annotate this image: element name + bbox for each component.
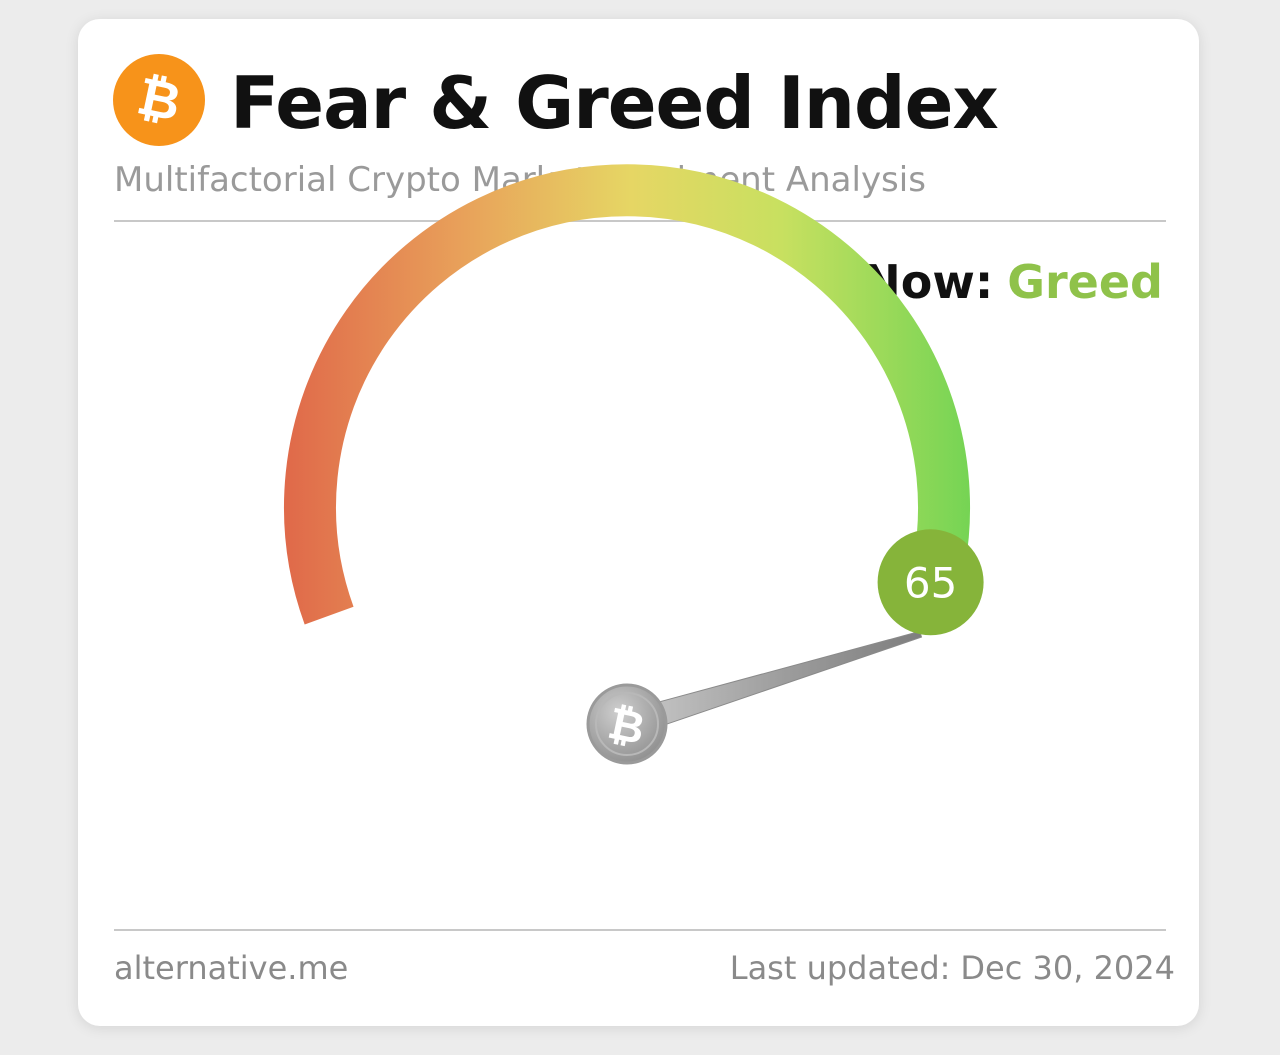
fear-greed-card: ₿ Fear & Greed Index Multifactorial Cryp… (78, 19, 1199, 1026)
needle-hub: ₿ (586, 683, 668, 765)
gauge-value: 65 (904, 558, 957, 607)
now-value: Greed (1007, 255, 1163, 309)
gauge-arc (284, 164, 970, 625)
header-divider (114, 220, 1166, 222)
sentiment-gauge: ₿ 65 (284, 164, 984, 765)
last-updated-label: Last updated: (729, 949, 951, 987)
page-title: Fear & Greed Index (230, 61, 999, 145)
bitcoin-icon: ₿ (113, 54, 205, 146)
source-link[interactable]: alternative.me (114, 949, 349, 987)
gauge-needle (651, 630, 923, 728)
value-badge: 65 (877, 529, 984, 636)
footer-divider (114, 929, 1166, 931)
last-updated-date: Dec 30, 2024 (960, 949, 1175, 987)
last-updated: Last updated: Dec 30, 2024 (730, 952, 1175, 984)
